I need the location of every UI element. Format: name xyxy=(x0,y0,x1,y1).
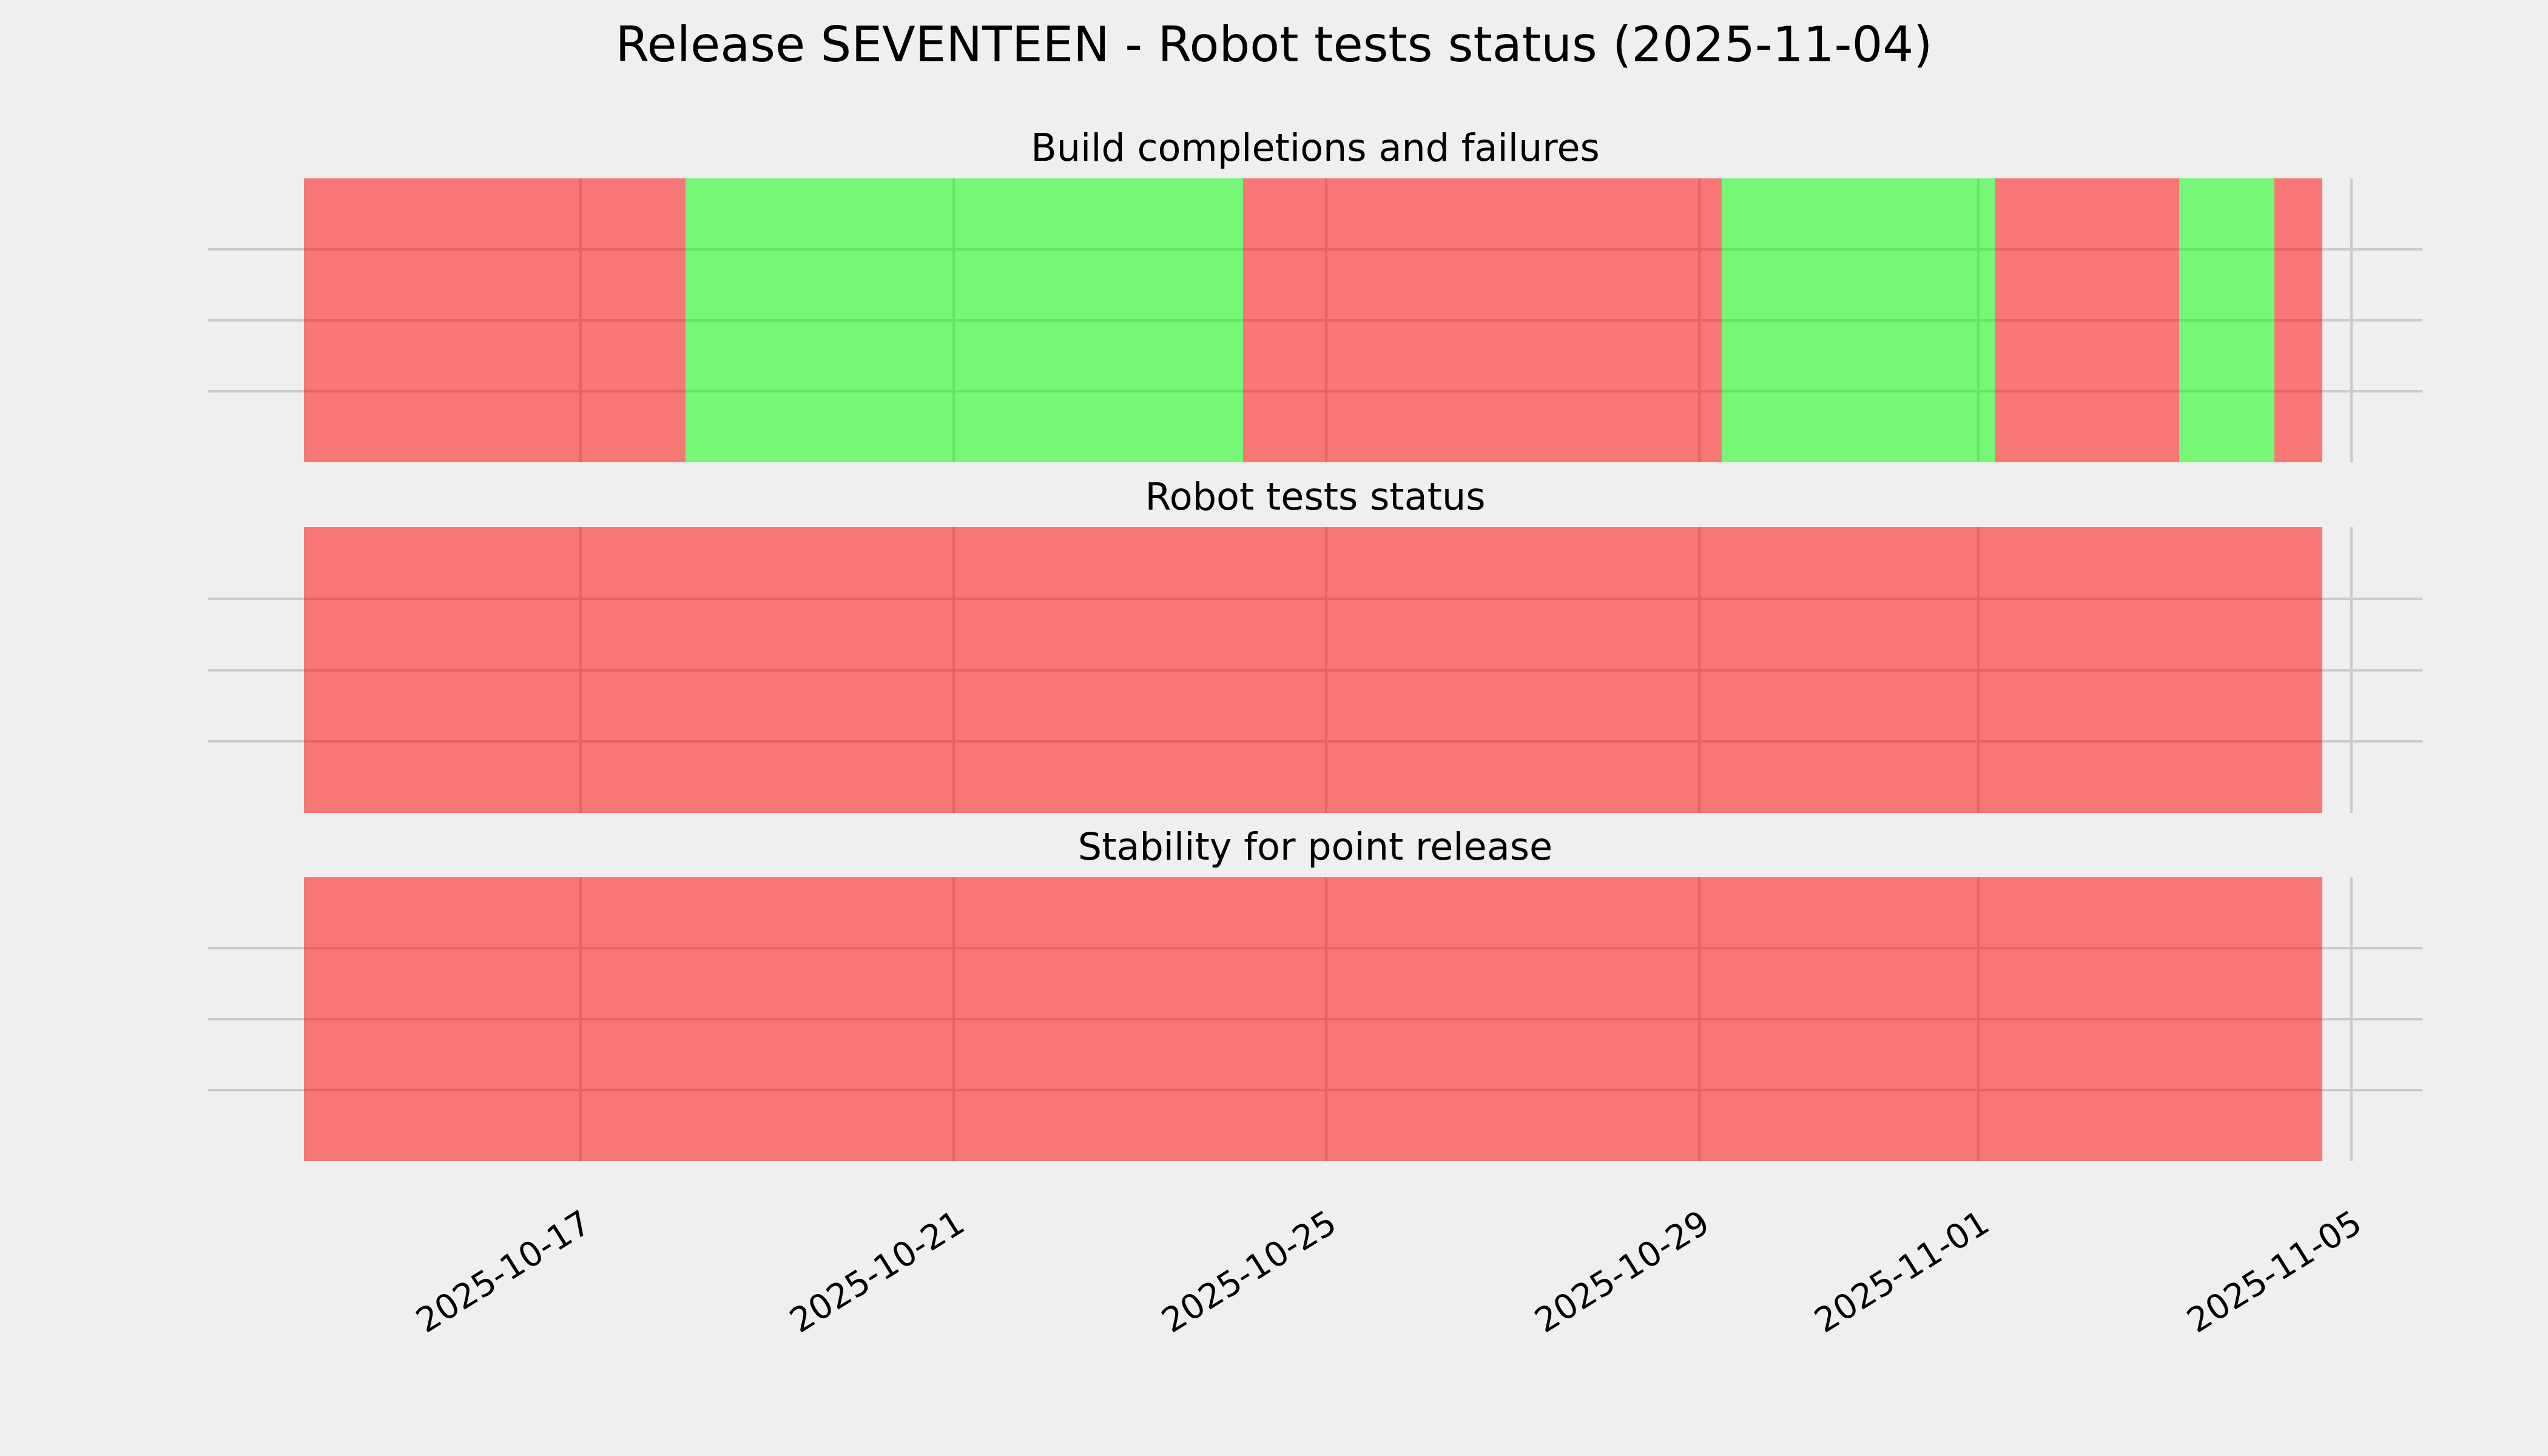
status-segment-passing xyxy=(1722,178,1995,462)
panel-title-robot-tests: Robot tests status xyxy=(208,478,2422,516)
panel-axes-robot-tests xyxy=(208,527,2422,813)
status-segment-failing xyxy=(2274,178,2322,462)
status-segment-failing xyxy=(304,178,686,462)
figure-canvas: { "figure": { "suptitle": "Release SEVEN… xyxy=(0,0,2548,1456)
x-tick-label: 2025-11-05 xyxy=(2180,1202,2369,1341)
status-segment-failing xyxy=(304,527,2322,813)
x-gridline xyxy=(2350,877,2353,1161)
status-segment-failing xyxy=(1243,178,1722,462)
status-segment-passing xyxy=(2179,178,2274,462)
panel-axes-build-completions xyxy=(208,178,2422,462)
x-tick-label: 2025-10-17 xyxy=(410,1202,598,1341)
x-gridline xyxy=(2350,178,2353,462)
status-segment-failing xyxy=(1995,178,2179,462)
status-segment-failing xyxy=(304,877,2322,1161)
x-tick-label: 2025-10-25 xyxy=(1155,1202,1344,1341)
x-tick-label: 2025-11-01 xyxy=(1807,1202,1996,1341)
panel-axes-stability xyxy=(208,877,2422,1161)
panel-title-build-completions: Build completions and failures xyxy=(208,129,2422,167)
x-tick-label: 2025-10-29 xyxy=(1528,1202,1717,1341)
figure-title: Release SEVENTEEN - Robot tests status (… xyxy=(0,18,2548,72)
panel-title-stability: Stability for point release xyxy=(208,828,2422,866)
x-gridline xyxy=(2350,527,2353,813)
status-segment-passing xyxy=(686,178,1243,462)
x-tick-label: 2025-10-21 xyxy=(783,1202,971,1341)
